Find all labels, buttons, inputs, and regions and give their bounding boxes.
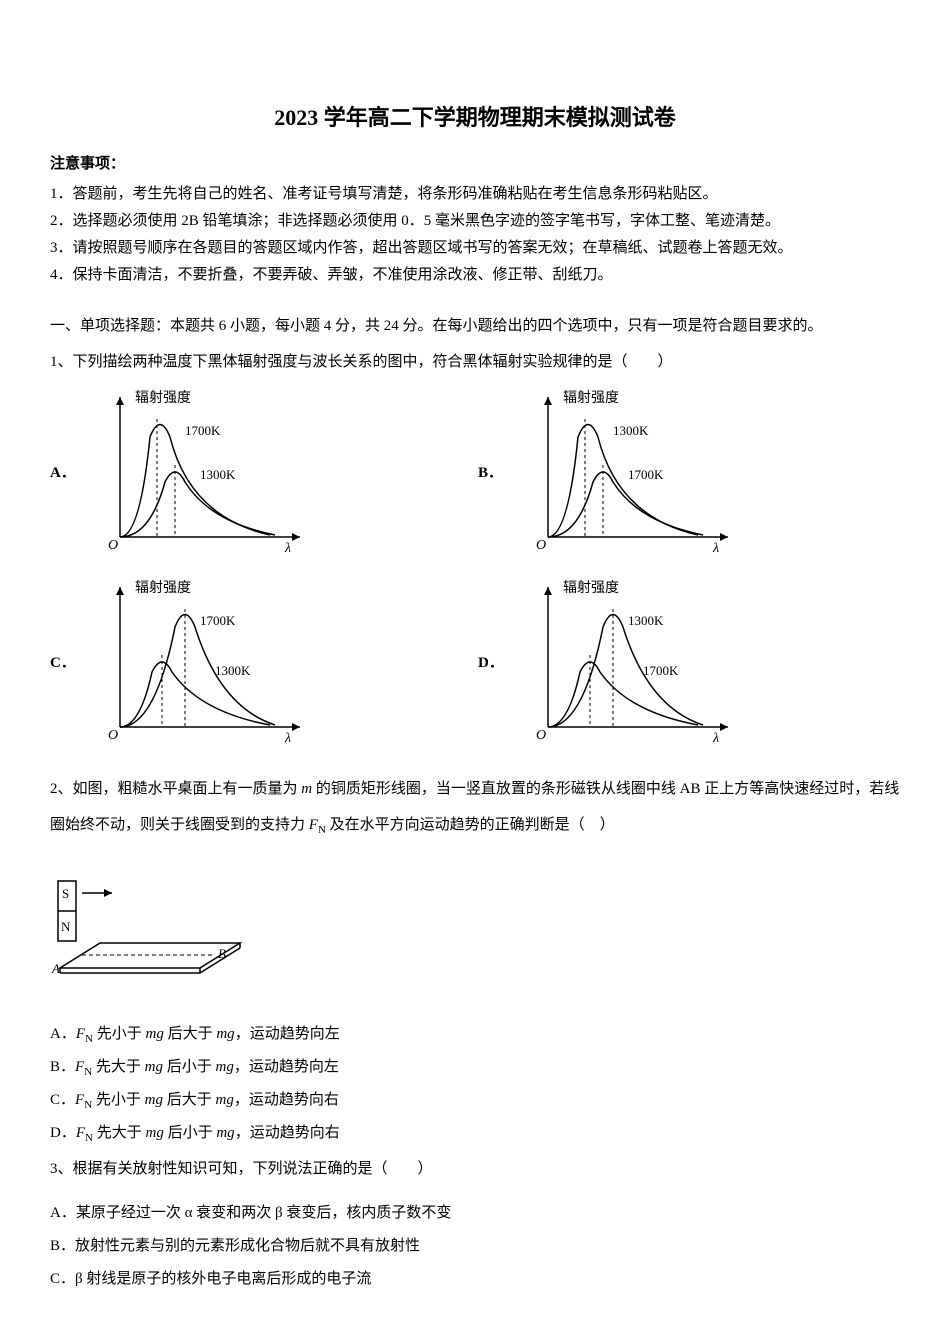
graph-option-d: D． 辐射强度 O λ 1300K 1700K — [478, 577, 886, 747]
notice-item-1: 1．答题前，考生先将自己的姓名、准考证号填写清楚，将条形码准确粘贴在考生信息条形… — [50, 181, 900, 208]
svg-text:A: A — [51, 961, 60, 976]
svg-text:辐射强度: 辐射强度 — [135, 580, 191, 596]
svg-text:λ: λ — [712, 731, 719, 746]
question-1-graphs: A． 辐射强度 O λ 1700K 1300K B． 辐射强度 O λ — [50, 387, 900, 747]
q3-option-b: B．放射性元素与别的元素形成化合物后就不具有放射性 — [50, 1230, 900, 1263]
question-1-text: 1、下列描绘两种温度下黑体辐射强度与波长关系的图中，符合黑体辐射实验规律的是（ … — [50, 348, 900, 377]
graph-option-c: C． 辐射强度 O λ 1700K 1300K — [50, 577, 458, 747]
svg-text:1700K: 1700K — [628, 467, 664, 482]
svg-text:λ: λ — [284, 541, 291, 556]
exam-title: 2023 学年高二下学期物理期末模拟测试卷 — [50, 100, 900, 132]
notice-item-4: 4．保持卡面清洁，不要折叠，不要弄破、弄皱，不准使用涂改液、修正带、刮纸刀。 — [50, 262, 900, 289]
question-3-text: 3、根据有关放射性知识可知，下列说法正确的是（ ） — [50, 1151, 900, 1187]
option-label-c: C． — [50, 651, 90, 672]
svg-text:1300K: 1300K — [628, 613, 664, 628]
radiation-graph-a: 辐射强度 O λ 1700K 1300K — [90, 387, 310, 557]
svg-text:O: O — [536, 728, 546, 743]
radiation-graph-c: 辐射强度 O λ 1700K 1300K — [90, 577, 310, 747]
notice-header: 注意事项： — [50, 152, 900, 173]
question-2-text: 2、如图，粗糙水平桌面上有一质量为 m 的铜质矩形线圈，当一竖直放置的条形磁铁从… — [50, 771, 900, 843]
svg-text:1300K: 1300K — [215, 663, 251, 678]
svg-text:1300K: 1300K — [200, 467, 236, 482]
svg-text:O: O — [108, 538, 118, 553]
svg-text:辐射强度: 辐射强度 — [563, 580, 619, 596]
graph-option-a: A． 辐射强度 O λ 1700K 1300K — [50, 387, 458, 557]
option-label-d: D． — [478, 651, 518, 672]
notice-item-3: 3．请按照题号顺序在各题目的答题区域内作答，超出答题区域书写的答案无效；在草稿纸… — [50, 235, 900, 262]
svg-text:1700K: 1700K — [185, 423, 221, 438]
notice-item-2: 2．选择题必须使用 2B 铅笔填涂；非选择题必须使用 0．5 毫米黑色字迹的签字… — [50, 208, 900, 235]
svg-text:辐射强度: 辐射强度 — [135, 390, 191, 406]
q2-option-b: B．FN 先大于 mg 后小于 mg，运动趋势向左 — [50, 1051, 900, 1084]
svg-text:1700K: 1700K — [200, 613, 236, 628]
svg-text:辐射强度: 辐射强度 — [563, 390, 619, 406]
option-label-a: A． — [50, 461, 90, 482]
q3-option-c: C．β 射线是原子的核外电子电离后形成的电子流 — [50, 1263, 900, 1296]
option-label-b: B． — [478, 461, 518, 482]
svg-text:N: N — [61, 919, 71, 934]
q2-option-c: C．FN 先小于 mg 后大于 mg，运动趋势向右 — [50, 1084, 900, 1117]
section-1-header: 一、单项选择题：本题共 6 小题，每小题 4 分，共 24 分。在每小题给出的四… — [50, 313, 900, 340]
svg-text:B: B — [218, 946, 226, 961]
svg-text:O: O — [536, 538, 546, 553]
q2-option-a: A．FN 先小于 mg 后大于 mg，运动趋势向左 — [50, 1018, 900, 1051]
svg-text:1700K: 1700K — [643, 663, 679, 678]
svg-text:λ: λ — [284, 731, 291, 746]
svg-text:λ: λ — [712, 541, 719, 556]
svg-text:1300K: 1300K — [613, 423, 649, 438]
radiation-graph-d: 辐射强度 O λ 1300K 1700K — [518, 577, 738, 747]
q3-option-a: A．某原子经过一次 α 衰变和两次 β 衰变后，核内质子数不变 — [50, 1197, 900, 1230]
question-2-diagram: S N A B — [50, 873, 250, 993]
q2-option-d: D．FN 先大于 mg 后小于 mg，运动趋势向右 — [50, 1117, 900, 1150]
graph-option-b: B． 辐射强度 O λ 1300K 1700K — [478, 387, 886, 557]
svg-text:S: S — [62, 886, 69, 901]
svg-text:O: O — [108, 728, 118, 743]
radiation-graph-b: 辐射强度 O λ 1300K 1700K — [518, 387, 738, 557]
